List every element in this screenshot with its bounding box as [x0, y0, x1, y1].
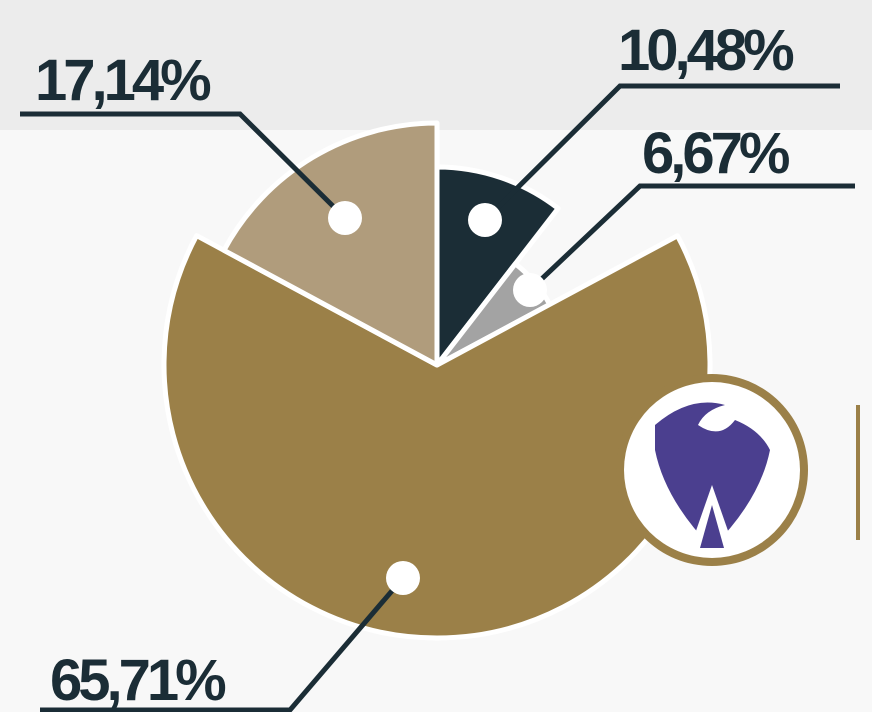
label-dot [468, 203, 502, 237]
leader-line [528, 183, 855, 292]
logo-letter-inner [700, 505, 724, 548]
logo [616, 374, 808, 566]
label-dot [386, 561, 420, 595]
leader-line [40, 576, 405, 712]
value-label: 17,14% [35, 48, 211, 113]
value-label: 65,71% [50, 648, 226, 712]
label-dot [328, 201, 362, 235]
value-label: 10,48% [618, 18, 794, 83]
pie [161, 120, 713, 641]
label-dot [513, 273, 547, 307]
logo-eagle [655, 402, 770, 548]
labels: 10,48% 6,67% 65,71% 17,14% [20, 18, 855, 712]
pie-slice [434, 164, 561, 368]
top-band [0, 0, 872, 130]
pie-slice [221, 120, 440, 368]
value-label: 6,67% [642, 121, 790, 186]
leader-line [20, 111, 347, 220]
leader-line [483, 83, 840, 222]
